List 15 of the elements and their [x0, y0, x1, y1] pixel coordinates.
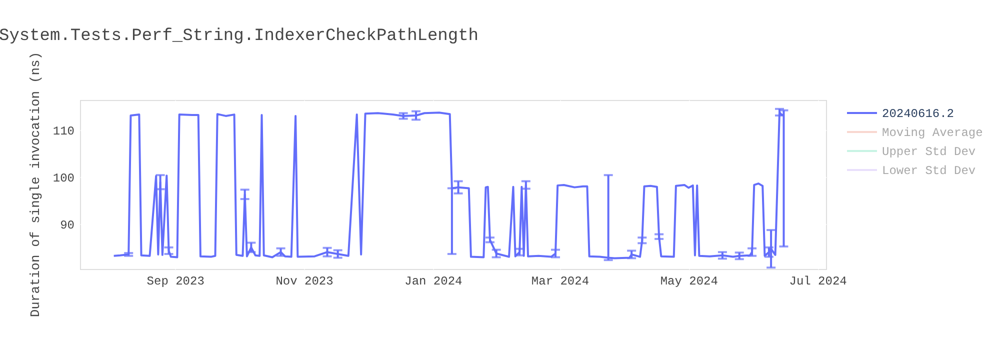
- y-tick-label: 110: [52, 124, 74, 139]
- legend-label: Lower Std Dev: [882, 164, 976, 178]
- x-tick-label: Jul 2024: [789, 274, 847, 288]
- x-tick-label: Nov 2023: [276, 274, 334, 288]
- x-tick-label: May 2024: [660, 274, 718, 288]
- chart-title: System.Tests.Perf_String.IndexerCheckPathLength: [0, 26, 478, 46]
- y-axis-title: Duration of single invocation (ns): [28, 52, 43, 318]
- x-tick-label: Mar 2024: [531, 274, 590, 288]
- legend-label: Upper Std Dev: [882, 145, 976, 159]
- legend-label: 20240616.2: [882, 107, 954, 121]
- x-tick-label: Sep 2023: [146, 274, 204, 288]
- x-tick-label: Jan 2024: [404, 274, 462, 288]
- y-tick-label: 100: [52, 171, 74, 186]
- y-tick-label: 90: [60, 218, 74, 232]
- legend-label: Moving Average: [882, 126, 983, 140]
